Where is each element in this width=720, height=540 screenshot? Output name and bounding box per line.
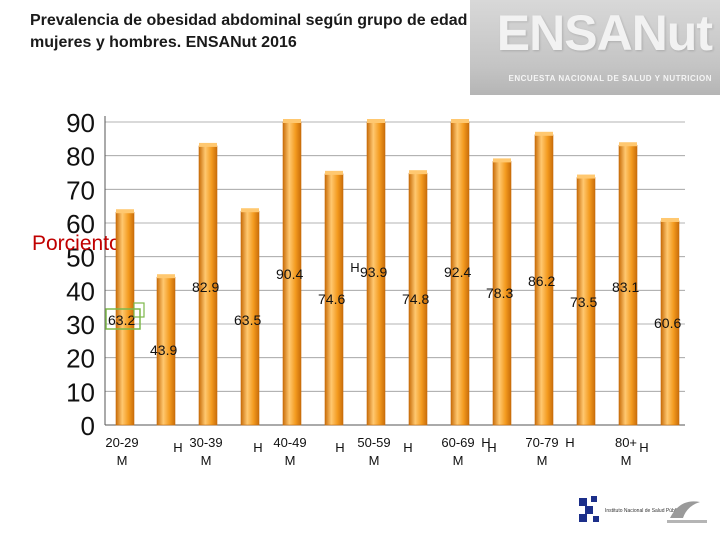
label-box: [105, 308, 141, 330]
x-sex-label: M: [621, 453, 632, 468]
bar-top: [409, 170, 427, 175]
h-marker: H: [403, 440, 412, 455]
x-sex-label: M: [453, 453, 464, 468]
bar-top: [325, 170, 343, 175]
bar-value-label: 74.8: [402, 291, 429, 307]
bar-top: [493, 158, 511, 163]
ensanut-logo: ENSANut: [496, 5, 713, 61]
bar-top: [367, 119, 385, 123]
h-marker: H: [481, 435, 490, 450]
bar-top: [577, 174, 595, 179]
h-marker: H: [350, 260, 359, 275]
bar-top: [157, 274, 175, 279]
x-category-label: 80+: [615, 435, 637, 450]
chart-title: Prevalencia de obesidad abdominal según …: [30, 12, 468, 51]
y-tick-label: 30: [66, 310, 95, 340]
h-marker: H: [565, 435, 574, 450]
bar-top: [199, 142, 217, 147]
h-marker: H: [335, 440, 344, 455]
bar-value-label: 82.9: [192, 279, 219, 295]
bar-value-label: 74.6: [318, 291, 345, 307]
x-category-label: 20-29: [105, 435, 138, 450]
label-box-tab: [133, 302, 145, 318]
bar-top: [535, 131, 553, 136]
bar-top: [283, 119, 301, 123]
ensanut-banner: ENSANut ENCUESTA NACIONAL DE SALUD Y NUT…: [470, 0, 720, 95]
bar-top: [116, 209, 134, 214]
bar-value-label: 86.2: [528, 273, 555, 289]
x-sex-label: M: [369, 453, 380, 468]
bar-value-label: 73.5: [570, 294, 597, 310]
y-tick-label: 80: [66, 142, 95, 172]
x-sex-label: M: [201, 453, 212, 468]
h-marker: H: [253, 440, 262, 455]
bar-value-label: 78.3: [486, 285, 513, 301]
insp-logo-icon: [579, 496, 599, 522]
y-tick-label: 10: [66, 377, 95, 407]
insp-logo-text: Instituto Nacional de Salud Pública: [605, 508, 682, 514]
bar-value-label: 60.6: [654, 315, 681, 331]
bar-value-label: 83.1: [612, 279, 639, 295]
x-category-label: 30-39: [189, 435, 222, 450]
y-tick-label: 20: [66, 344, 95, 374]
ensanut-subtitle: ENCUESTA NACIONAL DE SALUD Y NUTRICION: [508, 74, 712, 83]
bar-value-label: 63.5: [234, 312, 261, 328]
h-marker: H: [487, 440, 496, 455]
bar-value-label: 93.9: [360, 264, 387, 280]
y-tick-label: 0: [81, 411, 95, 441]
bar-value-label: 92.4: [444, 264, 471, 280]
bar-value-label: 90.4: [276, 266, 303, 282]
x-category-label: 60-69: [441, 435, 474, 450]
y-axis-label: Porciento: [32, 232, 121, 255]
x-sex-label: M: [285, 453, 296, 468]
x-category-label: 50-59: [357, 435, 390, 450]
y-tick-label: 40: [66, 276, 95, 306]
bar-value-label: 43.9: [150, 342, 177, 358]
y-tick-label: 90: [66, 108, 95, 138]
h-marker: H: [173, 440, 182, 455]
y-tick-label: 70: [66, 175, 95, 205]
bar-top: [241, 208, 259, 213]
h-marker: H: [639, 440, 648, 455]
y-tick-label: 50: [66, 243, 95, 273]
x-sex-label: M: [117, 453, 128, 468]
x-category-label: 40-49: [273, 435, 306, 450]
footer-logos: Instituto Nacional de Salud Pública: [579, 496, 707, 523]
bar-top: [661, 217, 679, 222]
x-category-label: 70-79: [525, 435, 558, 450]
salud-logo-icon: [667, 501, 707, 523]
bar-top: [451, 119, 469, 123]
y-tick-label: 60: [66, 209, 95, 239]
x-sex-label: M: [537, 453, 548, 468]
bar-top: [619, 142, 637, 147]
bar-value-label: 63.2: [108, 312, 135, 328]
